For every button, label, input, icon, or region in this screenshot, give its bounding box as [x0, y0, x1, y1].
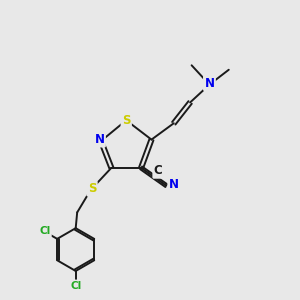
- Text: Cl: Cl: [39, 226, 50, 236]
- Text: N: N: [204, 76, 214, 90]
- Text: N: N: [94, 133, 104, 146]
- Text: C: C: [154, 164, 163, 177]
- Text: Cl: Cl: [70, 281, 81, 291]
- Text: S: S: [122, 114, 130, 127]
- Text: S: S: [88, 182, 96, 195]
- Text: N: N: [169, 178, 179, 191]
